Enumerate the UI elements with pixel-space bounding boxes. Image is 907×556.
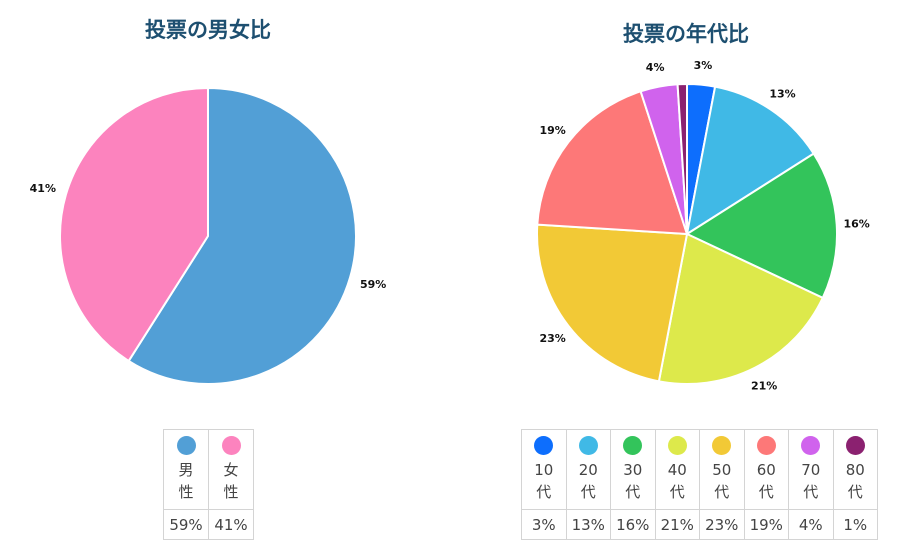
age-slice-label-3: 21%: [751, 379, 777, 392]
gender-legend-label-0-0: 男: [178, 461, 194, 479]
age-legend-label-4-0: 50: [712, 461, 732, 479]
age-legend-swatch-1: [578, 436, 598, 455]
gender-legend-label-0-1: 性: [178, 483, 194, 501]
gender-slice-label-1: 41%: [30, 182, 56, 195]
age-legend-entry-7: 80 代: [832, 429, 878, 510]
gender-slice-0: [127, 86, 357, 385]
age-legend-entry-3: 40 代: [654, 429, 700, 510]
gender-legend-table: 男性女性 59% 41%: [163, 429, 254, 540]
age-legend-label-1-0: 20: [578, 461, 598, 479]
age-legend-label-5-1: 代: [758, 483, 774, 501]
gender-legend-swatch-1: [221, 436, 241, 455]
age-chart-title: 投票の年代比: [623, 22, 749, 46]
age-legend-entry-1: 20 代: [565, 429, 611, 510]
gender-slice-label-0: 59%: [360, 278, 386, 291]
gender-legend-entry-0: 男性: [163, 429, 209, 510]
age-legend-swatch-5: [756, 436, 776, 455]
age-legend-label-5-0: 60: [756, 461, 776, 479]
gender-legend-value-0: 59%: [163, 509, 209, 540]
gender-chart-title: 投票の男女比: [145, 18, 271, 42]
age-legend-swatch-0: [534, 436, 554, 455]
age-slice-5: [536, 90, 689, 236]
age-slice-2: [684, 152, 838, 300]
gender-slice-1: [59, 86, 209, 363]
age-legend-label-4-1: 代: [714, 483, 730, 501]
age-legend-swatch-7: [845, 436, 865, 455]
age-slice-label-5: 19%: [540, 124, 566, 137]
age-slice-4: [536, 223, 689, 383]
age-slice-1: [685, 85, 816, 237]
age-legend-value-7: 1%: [832, 509, 878, 540]
age-legend-label-3-0: 40: [667, 461, 687, 479]
age-legend-label-7-1: 代: [847, 483, 863, 501]
age-legend-entry-2: 30 代: [610, 429, 656, 510]
gender-legend-swatch-0: [176, 436, 196, 455]
age-legend-value-2: 16%: [610, 509, 656, 540]
age-legend-entry-4: 50 代: [699, 429, 745, 510]
gender-legend-label-1-1: 性: [223, 483, 239, 501]
age-slice-label-4: 23%: [540, 332, 566, 345]
age-legend-table: 10 代 20 代 30 代 40 代 50 代 60 代 70 代 80 代 3% 13% 16% 21% 23% 1…: [521, 429, 878, 540]
age-legend-label-2-1: 代: [625, 483, 641, 501]
age-slice-label-2: 16%: [843, 217, 869, 230]
age-legend-entry-0: 10 代: [521, 429, 567, 510]
gender-legend-value-1: 41%: [208, 509, 254, 540]
age-legend-label-6-0: 70: [801, 461, 821, 479]
age-slice-7: [676, 82, 688, 235]
age-legend-swatch-4: [712, 436, 732, 455]
age-legend-label-0-1: 代: [536, 483, 552, 501]
age-legend-value-4: 23%: [699, 509, 745, 540]
age-slice-3: [657, 232, 825, 385]
age-legend-label-7-0: 80: [845, 461, 865, 479]
age-legend-value-6: 4%: [788, 509, 834, 540]
age-legend-label-3-1: 代: [669, 483, 685, 501]
age-slice-label-0: 3%: [694, 59, 713, 72]
age-slice-label-1: 13%: [769, 87, 795, 100]
age-legend-value-3: 21%: [654, 509, 700, 540]
age-legend-swatch-3: [667, 436, 687, 455]
age-legend-value-1: 13%: [565, 509, 611, 540]
age-legend-entry-6: 70 代: [788, 429, 834, 510]
age-legend-label-6-1: 代: [803, 483, 819, 501]
gender-legend-label-1-0: 女: [223, 461, 239, 479]
age-legend-value-0: 3%: [521, 509, 567, 540]
age-legend-swatch-2: [623, 436, 643, 455]
gender-legend-entry-1: 女性: [208, 429, 254, 510]
age-legend-swatch-6: [801, 436, 821, 455]
age-legend-label-1-1: 代: [580, 483, 596, 501]
age-legend-label-2-0: 30: [623, 461, 643, 479]
age-slice-label-6: 4%: [646, 61, 665, 74]
age-legend-entry-5: 60 代: [743, 429, 789, 510]
age-legend-label-0-0: 10: [534, 461, 554, 479]
age-legend-value-5: 19%: [743, 509, 789, 540]
